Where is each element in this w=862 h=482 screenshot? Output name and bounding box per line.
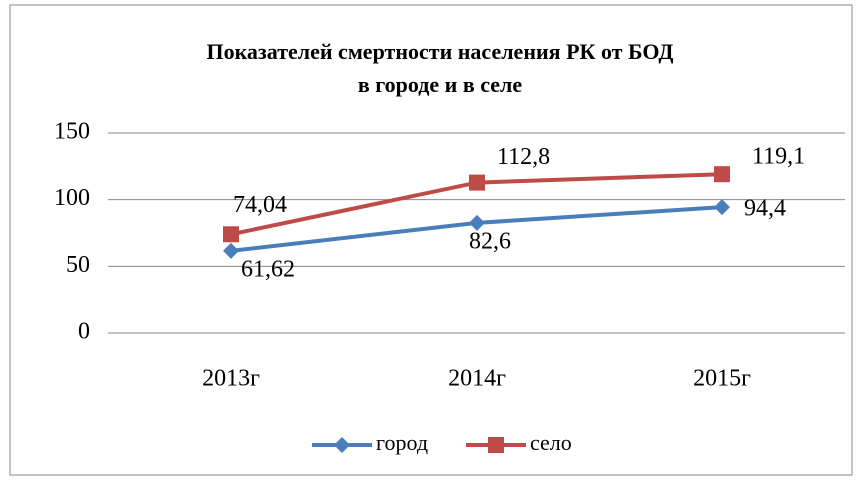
x-tick-label: 2014г [448,366,506,392]
legend-label: село [530,430,572,455]
x-tick-label: 2013г [202,366,260,392]
data-label: 112,8 [497,144,550,170]
data-point [714,166,730,183]
legend-marker [334,437,350,453]
data-label: 119,1 [752,144,805,170]
data-point [469,174,485,191]
data-label: 82,6 [469,228,511,254]
data-label: 94,4 [744,196,786,222]
data-point [223,242,239,259]
y-tick-label: 50 [66,252,90,278]
chart-frame [9,4,853,476]
data-point [223,226,239,243]
y-tick-label: 100 [54,185,90,211]
data-point [469,214,485,231]
data-label: 74,04 [233,192,287,218]
data-label: 61,62 [241,256,295,282]
data-point [714,199,730,216]
x-tick-label: 2015г [693,366,751,392]
y-tick-label: 0 [78,319,90,345]
chart-title: в городе и в селе [358,72,523,97]
legend-marker [488,437,504,453]
legend-label: город [376,430,428,455]
y-tick-label: 150 [54,119,90,145]
chart-title: Показателей смертности населения РК от Б… [206,39,673,64]
